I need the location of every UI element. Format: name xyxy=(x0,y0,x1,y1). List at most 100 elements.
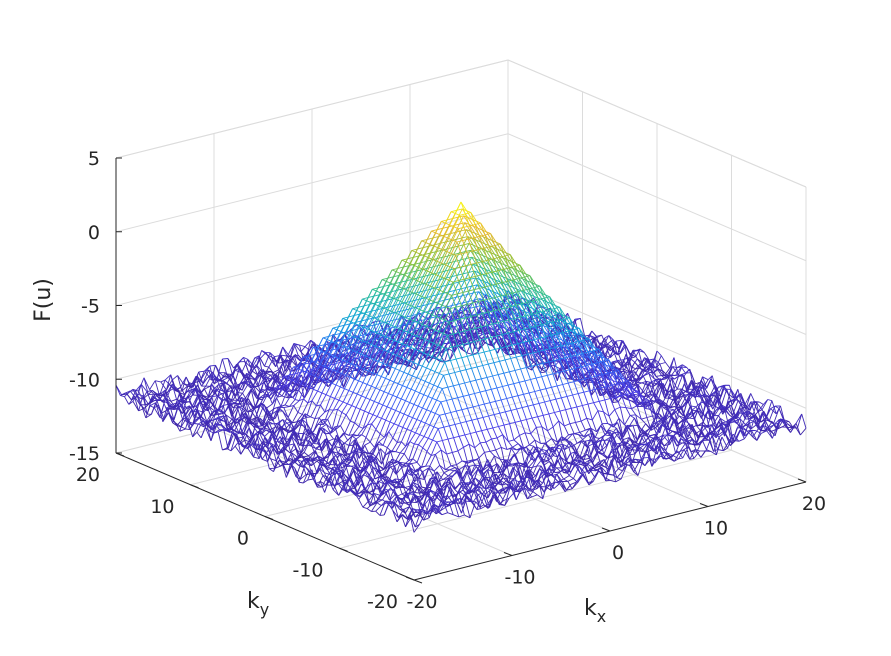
surface-mesh-line xyxy=(328,433,334,440)
surface-mesh-line xyxy=(285,452,293,463)
surface-mesh-line xyxy=(226,399,234,408)
surface-mesh-line xyxy=(277,449,283,455)
surface-mesh-line xyxy=(180,387,186,396)
surface-mesh-line xyxy=(382,393,389,406)
surface-mesh-line xyxy=(223,429,230,432)
surface-mesh-line xyxy=(277,406,283,412)
surface-mesh-line xyxy=(312,345,319,348)
surface-mesh-line xyxy=(233,418,238,422)
surface-mesh-line xyxy=(264,365,269,368)
surface-mesh-line xyxy=(300,372,307,385)
surface-mesh-line xyxy=(152,395,159,401)
surface-mesh-line xyxy=(180,398,187,409)
surface-mesh-line xyxy=(246,372,253,378)
surface-mesh-line xyxy=(431,386,439,399)
surface-mesh-line xyxy=(281,378,289,390)
surface-mesh-line xyxy=(412,406,419,418)
surface-mesh-line xyxy=(310,405,317,418)
surface-mesh-line xyxy=(258,369,264,372)
surface-mesh-line xyxy=(290,395,296,400)
surface-mesh-line xyxy=(305,360,313,373)
surface-mesh-line xyxy=(420,379,426,382)
surface-mesh-line xyxy=(341,403,348,413)
surface-mesh-line xyxy=(142,395,149,405)
surface-mesh-line xyxy=(198,371,204,384)
surface-mesh-line xyxy=(312,369,318,376)
surface-mesh-line xyxy=(265,378,272,390)
surface-mesh-line xyxy=(234,440,240,447)
surface-mesh-line xyxy=(399,411,405,415)
surface-mesh-line xyxy=(376,502,382,506)
surface-mesh-line xyxy=(355,406,361,410)
surface-mesh-line xyxy=(414,443,419,446)
surface-mesh-line xyxy=(378,391,385,404)
surface-mesh-line xyxy=(284,404,290,407)
surface-mesh-line xyxy=(405,400,410,404)
surface-mesh-line xyxy=(236,433,242,455)
surface-mesh-line xyxy=(293,366,298,370)
surface-mesh-line xyxy=(265,414,272,424)
surface-mesh-line xyxy=(375,505,382,512)
surface-mesh-line xyxy=(288,445,294,462)
surface-mesh-line xyxy=(381,406,388,419)
surface-mesh-line xyxy=(310,373,315,377)
surface-mesh-line xyxy=(292,421,297,424)
surface-mesh-line xyxy=(362,506,368,510)
surface-mesh-line xyxy=(183,405,190,410)
surface-mesh-line xyxy=(167,383,173,392)
surface-mesh-line xyxy=(314,352,321,355)
surface-mesh-line xyxy=(303,440,311,453)
surface-mesh-line xyxy=(354,409,361,423)
surface-mesh-line xyxy=(293,365,300,368)
surface-mesh-line xyxy=(375,387,381,391)
surface-mesh-line xyxy=(255,432,263,443)
surface-mesh-line xyxy=(245,399,252,412)
surface-mesh-line xyxy=(338,388,345,401)
surface-mesh-line xyxy=(176,398,182,404)
surface-mesh-line xyxy=(307,389,314,404)
surface-mesh-line xyxy=(334,397,340,401)
surface-mesh-line xyxy=(422,396,429,409)
surface-mesh-line xyxy=(205,396,213,405)
surface-mesh-line xyxy=(310,416,316,420)
surface-mesh-line xyxy=(285,448,291,454)
surface-mesh-line xyxy=(230,401,237,405)
surface-mesh-line xyxy=(283,374,290,378)
surface-mesh xyxy=(115,201,807,533)
surface-mesh-line xyxy=(229,375,235,386)
surface-mesh-line xyxy=(299,398,304,402)
surface-mesh-line xyxy=(308,342,316,351)
surface-mesh-line xyxy=(292,357,298,367)
surface-mesh-line xyxy=(241,377,249,391)
surface-mesh-line xyxy=(352,426,360,435)
surface-mesh-line xyxy=(135,384,142,392)
surface-mesh-line xyxy=(415,390,420,394)
surface-mesh-line xyxy=(237,436,244,439)
surface-mesh-line xyxy=(399,400,406,413)
surface-mesh-line xyxy=(400,387,408,400)
surface-mesh-line xyxy=(288,443,295,446)
surface-mesh-line xyxy=(378,402,383,406)
surface-mesh-line xyxy=(373,389,381,402)
surface-mesh-line xyxy=(389,421,395,425)
surface-mesh-line xyxy=(244,382,252,389)
surface-mesh-line xyxy=(258,431,264,442)
surface-mesh-line xyxy=(253,407,259,419)
surface-mesh-line xyxy=(222,405,229,426)
surface-mesh-line xyxy=(197,421,203,425)
surface-mesh-line xyxy=(160,389,166,394)
surface-mesh-line xyxy=(220,372,226,380)
surface-mesh-line xyxy=(379,419,387,435)
surface-mesh-line xyxy=(260,388,267,391)
surface-mesh-line xyxy=(286,421,292,424)
surface-mesh-line xyxy=(270,458,276,469)
surface-mesh-line xyxy=(292,431,298,443)
grid-backwall-z xyxy=(115,354,509,454)
surface-mesh-line xyxy=(240,447,246,455)
surface-mesh-line xyxy=(162,406,168,422)
surface-mesh-line xyxy=(320,404,326,413)
surface-mesh-line xyxy=(358,410,365,427)
surface-mesh-line xyxy=(305,400,313,418)
surface-mesh-line xyxy=(271,388,279,398)
surface-mesh-line xyxy=(191,410,199,426)
